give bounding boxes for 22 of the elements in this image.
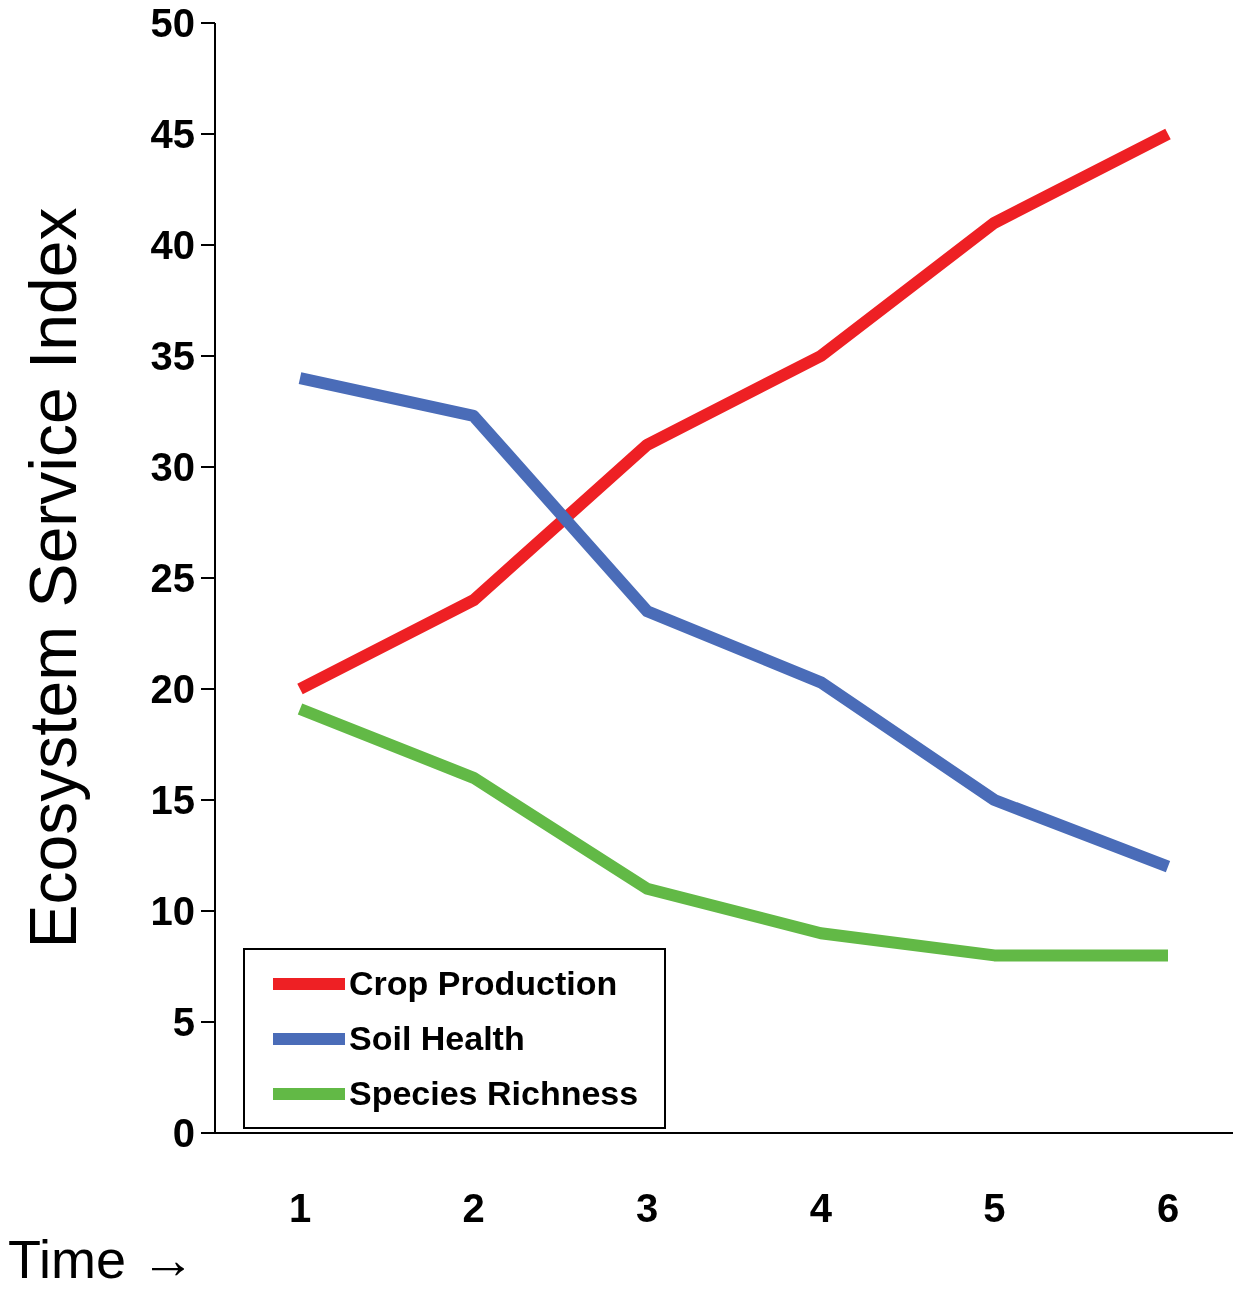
x-tick-label: 3	[636, 1186, 659, 1231]
legend-label: Crop Production	[349, 964, 618, 1003]
y-tick-label: 5	[172, 1000, 195, 1045]
y-tick-label: 40	[150, 223, 195, 268]
y-tick-label: 35	[150, 334, 195, 379]
y-tick-label: 25	[150, 556, 195, 601]
x-tick-label: 4	[809, 1186, 833, 1231]
y-tick-label: 20	[150, 667, 195, 712]
y-tick-label: 10	[150, 889, 195, 934]
y-tick-label: 15	[150, 778, 195, 823]
x-tick-label: 5	[983, 1186, 1006, 1231]
x-tick-label: 2	[462, 1186, 485, 1231]
legend-label: Species Richness	[349, 1074, 639, 1113]
y-tick-label: 0	[172, 1111, 195, 1156]
x-axis-title: Time →	[8, 1228, 195, 1290]
y-tick-label: 50	[150, 1, 195, 46]
y-tick-label: 30	[150, 445, 195, 490]
x-tick-label: 1	[288, 1186, 312, 1231]
x-tick-label: 6	[1156, 1186, 1180, 1231]
legend-label: Soil Health	[349, 1019, 525, 1058]
y-axis-title: Ecosystem Service Index	[15, 207, 91, 949]
y-tick-label: 45	[150, 112, 195, 157]
